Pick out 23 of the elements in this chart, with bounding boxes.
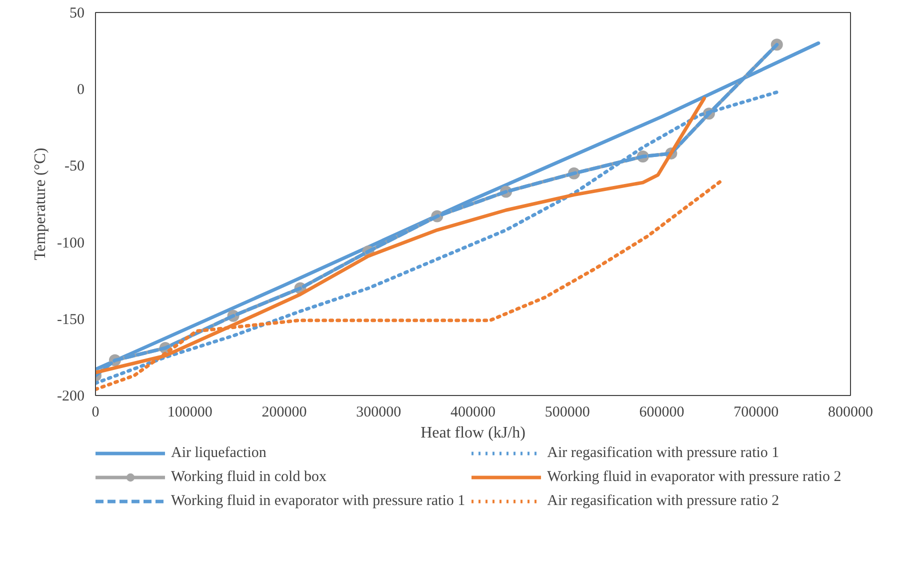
x-tick-label: 700000 — [734, 404, 779, 420]
y-tick-label: -200 — [57, 388, 85, 404]
x-tick-label: 200000 — [262, 404, 307, 420]
x-axis-title: Heat flow (kJ/h) — [420, 424, 526, 442]
legend-label: Air regasification with pressure ratio 1 — [547, 444, 780, 462]
x-tick-label: 100000 — [167, 404, 212, 420]
x-tick-label: 500000 — [544, 404, 590, 420]
y-tick-label: 50 — [70, 6, 84, 22]
y-tick-label: -50 — [64, 158, 85, 175]
y-tick-label: 0 — [77, 82, 84, 98]
x-tick-label: 800000 — [828, 404, 873, 420]
legend-label: Working fluid in evaporator with pressure ratio 2 — [547, 468, 842, 486]
legend-label: Air regasification with pressure ratio 2 — [547, 492, 780, 510]
y-axis-title: Temperature (°C) — [32, 148, 50, 260]
x-tick-label: 400000 — [450, 404, 496, 420]
x-tick-label: 300000 — [356, 404, 402, 420]
legend-label: Air liquefaction — [171, 444, 266, 462]
y-tick-label: -150 — [57, 312, 85, 328]
x-tick-label: 600000 — [639, 404, 684, 420]
y-tick-label: -100 — [57, 235, 85, 252]
legend-label: Working fluid in evaporator with pressure ratio 1 — [171, 492, 466, 510]
legend-label: Working fluid in cold box — [171, 468, 326, 486]
x-tick-label: 0 — [92, 404, 100, 420]
